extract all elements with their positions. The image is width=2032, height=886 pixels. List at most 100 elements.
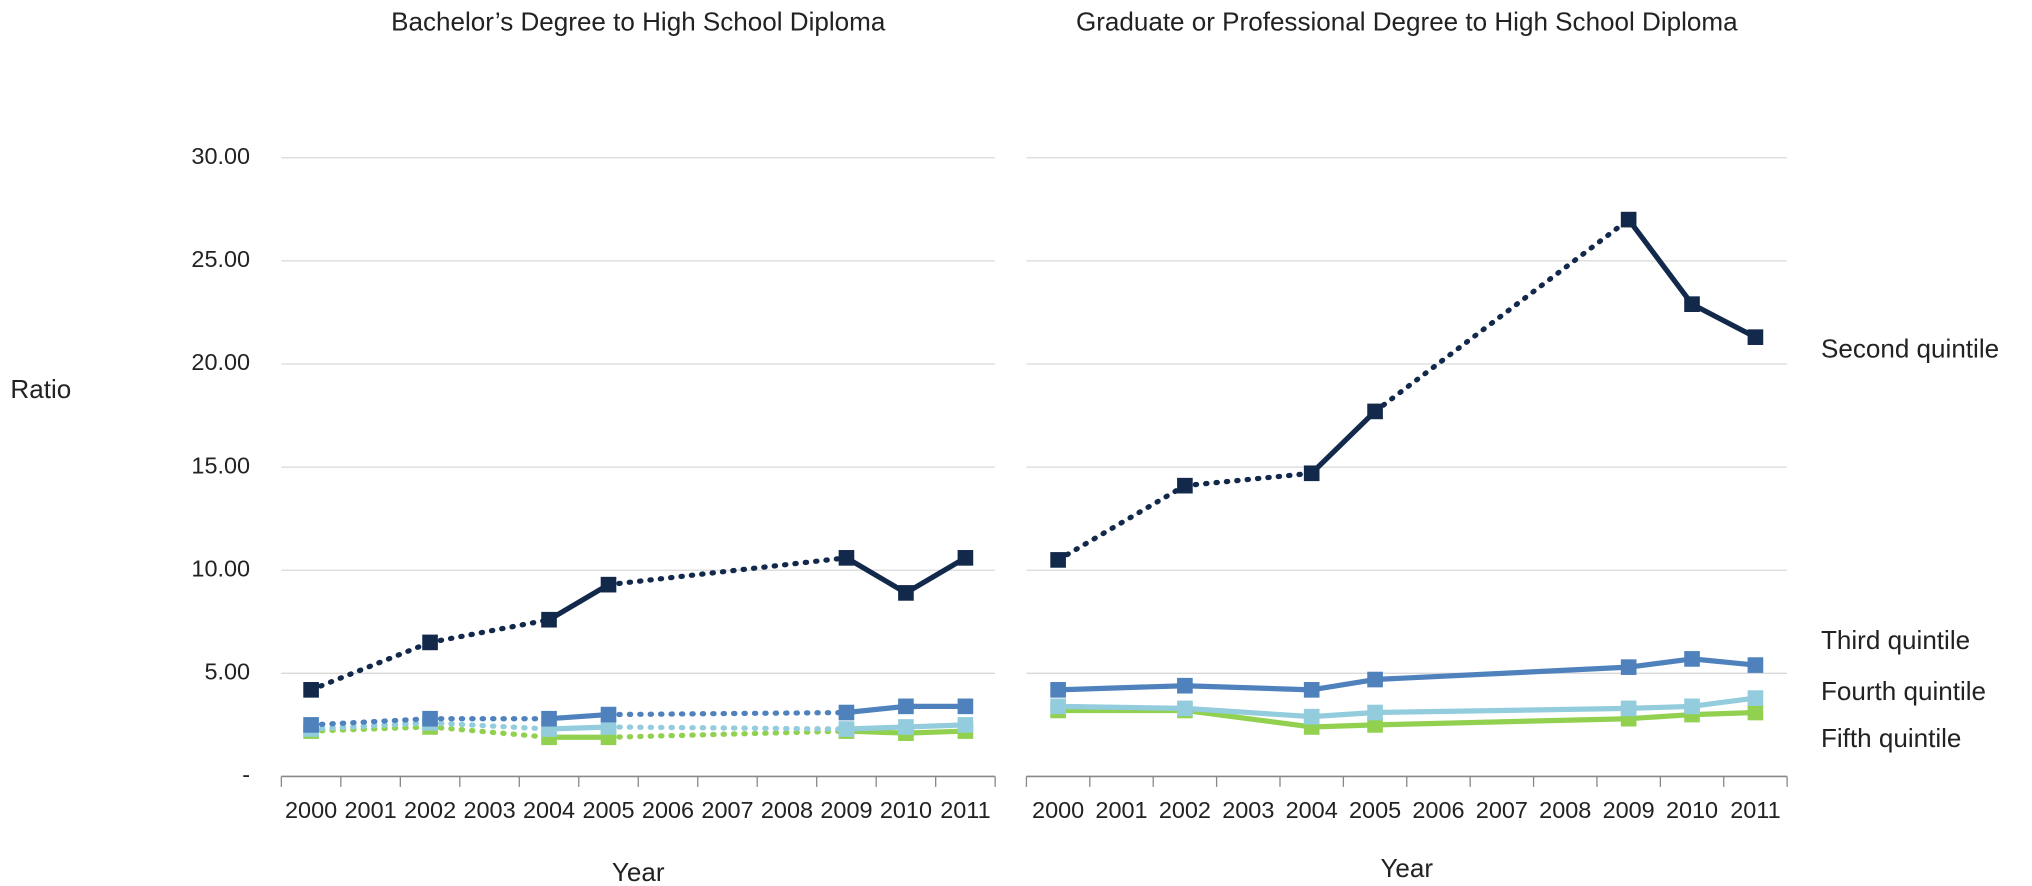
x-tick-label: 2002: [1159, 797, 1211, 823]
line-segment: [1375, 705, 1629, 716]
marker: [1177, 477, 1193, 494]
y-tick-label: 20.00: [191, 349, 250, 375]
marker: [303, 682, 319, 698]
line-segment: [605, 728, 850, 740]
line-segment: [1182, 470, 1315, 489]
marker: [1050, 698, 1066, 715]
line-segment: [547, 582, 610, 622]
marker: [1303, 682, 1320, 698]
line-segment: [1058, 703, 1185, 712]
line-segment: [846, 703, 907, 716]
y-tick-label: -: [242, 762, 250, 788]
line-segment: [1311, 722, 1376, 730]
marker: [600, 706, 617, 723]
x-tick-label: 2005: [1349, 797, 1401, 823]
y-tick-label: 10.00: [191, 555, 250, 581]
x-axis-label: Year: [1380, 853, 1433, 883]
marker: [898, 698, 914, 715]
x-tick-label: 2001: [1095, 797, 1147, 823]
marker: [957, 698, 974, 715]
marker: [1747, 657, 1764, 673]
marker: [957, 550, 974, 566]
line-segment: [548, 724, 609, 732]
marker: [838, 721, 855, 737]
line-segment: [1058, 683, 1185, 693]
line-segment: [905, 722, 966, 730]
line-segment: [605, 724, 850, 732]
marker: [1684, 651, 1700, 667]
marker: [1747, 329, 1764, 345]
marker: [898, 719, 914, 735]
marker: [1303, 465, 1320, 482]
marker: [1367, 671, 1383, 688]
marker: [838, 704, 855, 721]
marker: [422, 634, 438, 651]
line-segment: [1374, 664, 1629, 683]
line-segment: [308, 724, 433, 734]
y-tick-label: 5.00: [204, 659, 250, 685]
marker: [1303, 708, 1320, 725]
marker: [1620, 659, 1637, 675]
line-segment: [1691, 709, 1756, 718]
line-segment: [308, 720, 433, 732]
line-segment: [605, 709, 850, 718]
marker: [1747, 690, 1764, 706]
marker: [1367, 717, 1383, 733]
line-segment: [905, 728, 966, 736]
line-segment: [1628, 656, 1693, 670]
line-segment: [1690, 301, 1757, 340]
series-label: Second quintile: [1821, 333, 1999, 363]
marker: [1367, 403, 1383, 420]
line-segment: [846, 724, 907, 732]
x-tick-label: 2000: [285, 797, 337, 823]
x-tick-label: 2006: [1412, 797, 1464, 823]
x-tick-label: 2004: [523, 797, 575, 823]
line-segment: [1055, 483, 1188, 563]
marker: [1177, 677, 1193, 694]
x-tick-label: 2000: [1032, 797, 1084, 823]
x-tick-label: 2009: [1603, 797, 1655, 823]
line-segment: [1375, 716, 1629, 728]
marker: [600, 719, 617, 735]
line-segment: [845, 555, 908, 596]
marker: [1367, 704, 1383, 721]
x-tick-label: 2011: [1730, 797, 1780, 823]
line-segment: [1184, 705, 1312, 720]
marker: [1684, 698, 1700, 715]
line-segment: [1311, 709, 1376, 720]
marker: [422, 710, 438, 727]
line-segment: [1628, 711, 1693, 722]
marker: [957, 717, 974, 733]
marker: [1177, 700, 1193, 717]
marker: [1050, 682, 1066, 698]
marker: [1050, 552, 1066, 568]
line-segment: [548, 711, 609, 722]
x-tick-label: 2011: [940, 797, 990, 823]
line-segment: [1691, 695, 1756, 709]
x-tick-label: 2003: [1222, 797, 1274, 823]
x-tick-label: 2007: [1476, 797, 1528, 823]
marker: [541, 611, 557, 628]
series-label: Fourth quintile: [1821, 676, 1986, 706]
x-tick-label: 2006: [642, 797, 694, 823]
line-segment: [904, 555, 967, 596]
x-tick-label: 2004: [1286, 797, 1338, 823]
x-tick-label: 2010: [1666, 797, 1718, 823]
line-segment: [1372, 217, 1632, 415]
x-tick-label: 2005: [582, 797, 634, 823]
line-segment: [1309, 409, 1377, 476]
y-tick-label: 15.00: [191, 452, 250, 478]
x-tick-label: 2008: [761, 797, 813, 823]
x-tick-label: 2008: [1539, 797, 1591, 823]
marker: [303, 717, 319, 733]
marker: [838, 550, 855, 566]
line-segment: [308, 639, 433, 693]
series-label: Third quintile: [1821, 625, 1970, 655]
line-segment: [1311, 676, 1376, 693]
line-segment: [308, 716, 433, 728]
marker: [1747, 704, 1764, 721]
marker: [1620, 700, 1637, 717]
line-segment: [1184, 707, 1313, 730]
line-segment: [1626, 218, 1695, 306]
marker: [600, 576, 617, 593]
